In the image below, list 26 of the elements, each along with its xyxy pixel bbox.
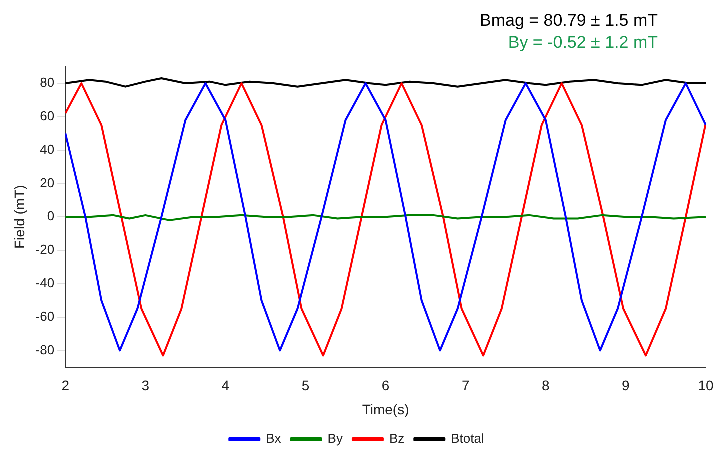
x-tick-label: 9 bbox=[622, 378, 630, 394]
y-tick-label: 80 bbox=[40, 75, 55, 90]
text: Bmag = 80.79 ± 1.5 mT bbox=[480, 10, 658, 32]
y-tick-label: -40 bbox=[36, 275, 55, 290]
legend-label: By bbox=[328, 431, 344, 446]
x-axis-title: Time(s) bbox=[362, 401, 410, 418]
y-tick-label: 60 bbox=[40, 108, 55, 124]
y-tick-label: 40 bbox=[40, 142, 55, 157]
x-tick-label: 4 bbox=[222, 378, 230, 394]
legend-label: Bz bbox=[389, 431, 405, 446]
y-axis-title: Field (mT) bbox=[11, 185, 28, 249]
y-tick-label: -20 bbox=[36, 242, 55, 258]
y-tick-label: 0 bbox=[47, 208, 55, 224]
x-tick-label: 3 bbox=[142, 378, 150, 394]
x-tick-label: 8 bbox=[542, 378, 550, 394]
x-tick-label: 5 bbox=[302, 378, 310, 394]
x-tick-label: 2 bbox=[62, 378, 70, 394]
legend-label: Btotal bbox=[451, 431, 484, 446]
x-tick-label: 10 bbox=[698, 378, 714, 394]
x-tick-label: 6 bbox=[382, 378, 390, 394]
y-tick-label: 20 bbox=[40, 175, 55, 190]
y-tick-label: -80 bbox=[36, 342, 55, 358]
text: By = -0.52 ± 1.2 mT bbox=[508, 32, 658, 54]
y-tick-label: -60 bbox=[36, 308, 55, 324]
x-tick-label: 7 bbox=[462, 378, 470, 394]
legend-label: Bx bbox=[266, 431, 282, 446]
